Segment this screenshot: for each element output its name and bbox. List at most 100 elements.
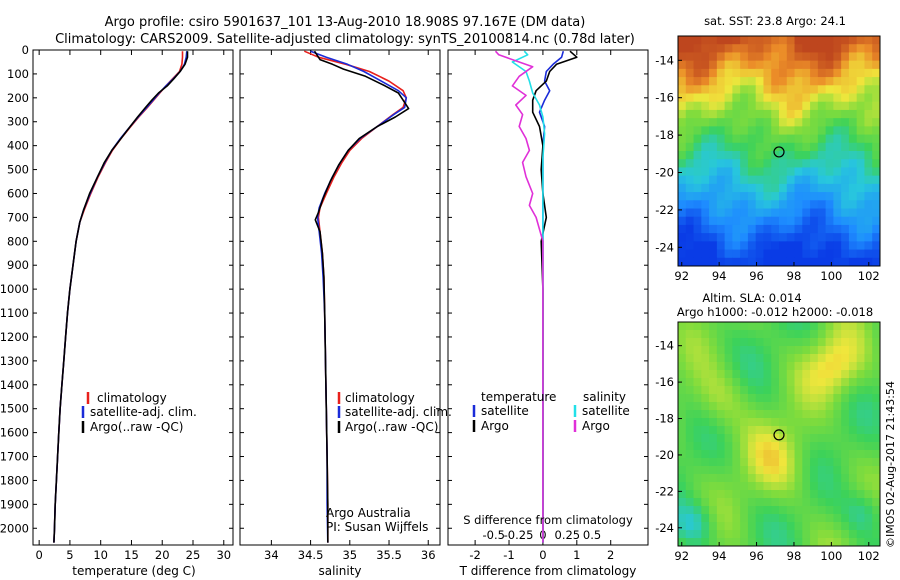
map-cell bbox=[841, 338, 850, 347]
map-cell bbox=[693, 257, 702, 266]
map-cell bbox=[709, 482, 718, 491]
map-cell bbox=[678, 183, 687, 193]
map-cell bbox=[833, 386, 842, 395]
map-cell bbox=[678, 241, 687, 251]
map-cell bbox=[724, 450, 733, 459]
map-cell bbox=[786, 458, 796, 467]
map-cell bbox=[856, 60, 866, 70]
map-cell bbox=[716, 410, 726, 419]
sst-map-frame bbox=[677, 35, 881, 267]
map-cell bbox=[856, 93, 866, 103]
map-cell bbox=[802, 233, 811, 242]
map-cell bbox=[701, 52, 710, 62]
map-cell bbox=[755, 36, 765, 45]
map-cell bbox=[685, 466, 695, 475]
map-cell bbox=[810, 175, 819, 185]
map-cell bbox=[872, 538, 880, 546]
map-cell bbox=[817, 52, 827, 62]
map-cell bbox=[740, 200, 749, 210]
map-cell bbox=[716, 514, 726, 523]
map-cell bbox=[763, 68, 772, 78]
map-cell bbox=[693, 175, 702, 185]
map-cell bbox=[732, 530, 741, 539]
map-cell bbox=[693, 378, 702, 387]
map-cell bbox=[833, 151, 842, 160]
map-cell bbox=[701, 330, 710, 339]
map-cell bbox=[864, 378, 873, 387]
map-cell bbox=[817, 249, 827, 259]
map-cell bbox=[841, 434, 850, 443]
map-cell bbox=[763, 183, 772, 193]
temperature-legend: climatology satellite-adj. clim. Argo(..… bbox=[81, 391, 197, 434]
map-cell bbox=[771, 514, 780, 523]
map-cell bbox=[685, 126, 695, 136]
map-cell bbox=[841, 118, 850, 127]
map-cell bbox=[763, 109, 772, 119]
map-cell bbox=[786, 362, 796, 371]
map-cell bbox=[755, 257, 765, 266]
map-cell bbox=[864, 44, 873, 54]
map-cell bbox=[786, 378, 796, 387]
map-cell bbox=[848, 458, 858, 467]
map-cell bbox=[740, 159, 749, 169]
map-cell bbox=[810, 52, 819, 62]
map-cell bbox=[693, 60, 702, 70]
map-cell bbox=[817, 36, 827, 45]
map-cell bbox=[786, 346, 796, 355]
map-cell bbox=[724, 249, 733, 259]
map-cell bbox=[771, 498, 780, 507]
map-cell bbox=[856, 338, 866, 347]
map-cell bbox=[693, 466, 702, 475]
map-cell bbox=[678, 362, 687, 371]
map-cell bbox=[872, 442, 880, 451]
map-cell bbox=[817, 159, 827, 169]
map-cell bbox=[841, 418, 850, 427]
map-cell bbox=[685, 346, 695, 355]
map-cell bbox=[864, 498, 873, 507]
map-cell bbox=[693, 159, 702, 169]
map-cell bbox=[755, 151, 765, 160]
map-cell bbox=[755, 101, 765, 111]
map-cell bbox=[794, 378, 803, 387]
map-cell bbox=[786, 330, 796, 339]
map-cell bbox=[740, 418, 749, 427]
map-cell bbox=[740, 249, 749, 259]
series-line-temperature-argo bbox=[531, 50, 578, 543]
map-cell bbox=[825, 402, 834, 411]
map-cell bbox=[817, 338, 827, 347]
map-cell bbox=[848, 175, 858, 185]
map-cell bbox=[841, 490, 850, 499]
map-cell bbox=[779, 458, 788, 467]
map-cell bbox=[848, 44, 858, 54]
map-cell bbox=[810, 418, 819, 427]
map-cell bbox=[794, 52, 803, 62]
map-cell bbox=[732, 36, 741, 45]
map-cell bbox=[747, 442, 757, 451]
map-cell bbox=[864, 257, 873, 266]
map-cell bbox=[724, 386, 733, 395]
map-cell bbox=[864, 134, 873, 144]
map-cell bbox=[856, 134, 866, 144]
map-cell bbox=[763, 458, 772, 467]
sla-map-frame bbox=[677, 321, 881, 547]
map-cell bbox=[864, 474, 873, 483]
map-cell bbox=[794, 142, 803, 152]
map-cell bbox=[833, 346, 842, 355]
map-cell bbox=[794, 241, 803, 251]
map-cell bbox=[732, 458, 741, 467]
map-cell bbox=[856, 249, 866, 259]
map-cell bbox=[771, 458, 780, 467]
map-cell bbox=[856, 167, 866, 177]
map-cell bbox=[716, 418, 726, 427]
map-cell bbox=[716, 330, 726, 339]
map-cell bbox=[701, 522, 710, 531]
map-cell bbox=[856, 68, 866, 78]
map-cell bbox=[755, 142, 765, 152]
map-cell bbox=[864, 208, 873, 218]
map-cell bbox=[848, 426, 858, 435]
map-cell bbox=[817, 151, 827, 160]
map-cell bbox=[709, 338, 718, 347]
map-cell bbox=[701, 530, 710, 539]
map-cell bbox=[693, 241, 702, 251]
map-cell bbox=[817, 126, 827, 136]
